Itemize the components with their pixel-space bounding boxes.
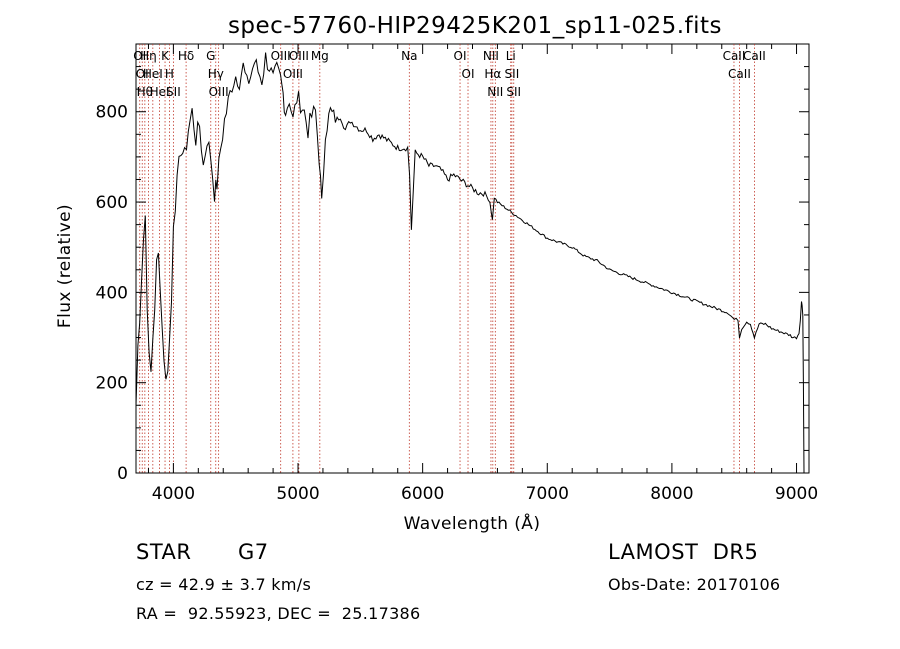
line-label: SII [505,67,520,81]
object-class: STAR [136,540,192,564]
emission-line-markers [139,44,755,473]
line-label: OIII [289,49,309,63]
line-label: OIII [271,49,291,63]
x-tick-label: 4000 [152,484,195,504]
x-tick-label: 8000 [650,484,693,504]
x-axis-ticks: 4000 5000 6000 7000 8000 9000 [147,44,818,504]
survey-name: LAMOST DR5 [608,540,759,564]
line-label: Hδ [178,49,194,63]
line-label: OIII [283,67,303,81]
line-label: CaII [728,67,751,81]
line-label: CaII [743,49,766,63]
line-label: HeI [143,67,163,81]
object-subclass: G7 [238,540,269,564]
line-label: NII [483,49,499,63]
line-label: SII [166,85,181,99]
line-label: K [161,49,170,63]
x-tick-label: 6000 [401,484,444,504]
y-tick-label: 800 [96,103,128,123]
chart-title: spec-57760-HIP29425K201_sp11-025.fits [228,13,722,39]
y-tick-label: 0 [117,464,128,484]
plot-frame [135,43,810,474]
line-label: SII [506,85,521,99]
line-label: Hη [140,49,157,63]
y-tick-label: 200 [96,374,128,394]
x-axis-label: Wavelength (Å) [404,512,541,534]
line-label: G [206,49,215,63]
line-label: NII [487,85,503,99]
line-label: Li [506,49,516,63]
line-label: OI [136,67,149,81]
x-tick-label: 9000 [775,484,818,504]
line-label: CaII [723,49,746,63]
line-label: H [165,67,174,81]
line-label: Mg [311,49,329,63]
y-axis-label: Flux (relative) [55,204,75,328]
x-tick-label: 5000 [276,484,319,504]
line-label: OI [133,49,146,63]
line-label: Na [401,49,417,63]
redshift-value: cz = 42.9 ± 3.7 km/s [136,575,312,594]
line-label: OI [454,49,467,63]
coordinates: RA = 92.55923, DEC = 25.17386 [136,604,421,623]
line-label: Hθ [137,85,153,99]
y-tick-label: 400 [96,283,128,303]
spectrum-line [135,52,805,474]
observation-date: Obs-Date: 20170106 [608,575,781,594]
line-label: Hγ [208,67,224,81]
line-label: Hα [484,67,501,81]
line-label: HeI [150,85,170,99]
line-label: OIII [209,85,229,99]
y-tick-label: 600 [96,193,128,213]
x-tick-label: 7000 [526,484,569,504]
y-axis-ticks: 0 200 400 600 800 [96,66,809,484]
line-label: OI [462,67,475,81]
